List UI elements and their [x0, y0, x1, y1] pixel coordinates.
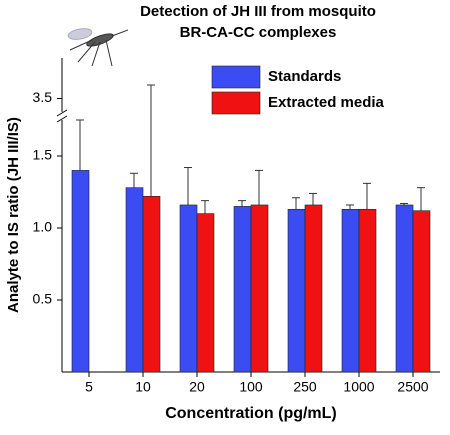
bar	[196, 213, 215, 373]
legend-swatch	[211, 65, 261, 89]
y-tick-label: 3.5	[33, 89, 53, 105]
y-tick-label: 1.0	[33, 219, 53, 235]
x-tick-label: 100	[239, 379, 263, 395]
bar	[287, 208, 306, 373]
legend-label: Standards	[268, 68, 341, 85]
bar	[304, 204, 323, 373]
chart-subtitle: BR-CA-CC complexes	[180, 24, 337, 41]
bar	[125, 187, 144, 373]
bar	[341, 208, 360, 373]
x-tick-label: 2500	[397, 379, 428, 395]
x-axis-label: Concentration (pg/mL)	[165, 405, 337, 422]
legend-swatch	[211, 91, 261, 115]
bar	[358, 208, 377, 373]
y-tick-label: 0.5	[33, 291, 53, 307]
legend-label: Extracted media	[268, 94, 385, 111]
bar	[179, 204, 198, 373]
x-tick-label: 20	[189, 379, 205, 395]
axis-break	[56, 115, 68, 123]
y-tick-label: 1.5	[33, 147, 53, 163]
bar	[142, 196, 161, 373]
bar	[395, 204, 414, 373]
bar	[71, 170, 90, 373]
bar	[250, 204, 269, 373]
mosquito-icon	[67, 28, 129, 67]
x-tick-label: 1000	[343, 379, 374, 395]
bar	[412, 210, 431, 373]
axis-break	[56, 109, 68, 117]
x-tick-label: 250	[293, 379, 317, 395]
x-tick-label: 5	[85, 379, 93, 395]
bar	[233, 206, 252, 373]
chart-title: Detection of JH III from mosquito	[140, 3, 376, 20]
x-tick-label: 10	[135, 379, 151, 395]
y-axis-label: Analyte to IS ratio (JH III/IS)	[5, 117, 22, 313]
